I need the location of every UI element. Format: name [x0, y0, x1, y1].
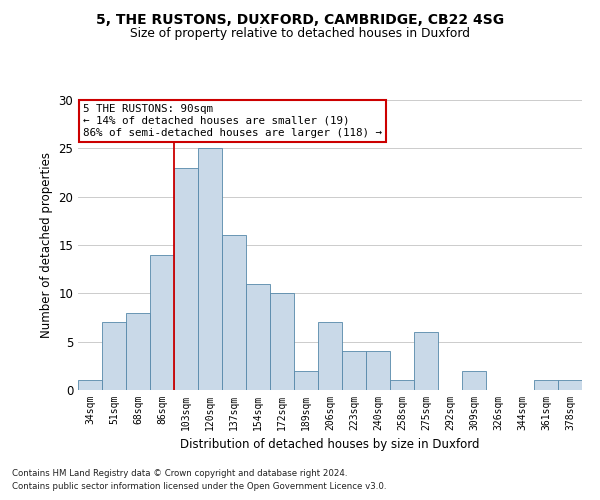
Text: Size of property relative to detached houses in Duxford: Size of property relative to detached ho… [130, 28, 470, 40]
Bar [342, 352, 366, 390]
Bar [174, 168, 198, 390]
Bar [270, 294, 294, 390]
Y-axis label: Number of detached properties: Number of detached properties [40, 152, 53, 338]
Bar [150, 254, 174, 390]
Bar [294, 370, 318, 390]
Text: 5, THE RUSTONS, DUXFORD, CAMBRIDGE, CB22 4SG: 5, THE RUSTONS, DUXFORD, CAMBRIDGE, CB22… [96, 12, 504, 26]
Bar [222, 236, 246, 390]
Text: Contains public sector information licensed under the Open Government Licence v3: Contains public sector information licen… [12, 482, 386, 491]
Bar [318, 322, 342, 390]
Bar [558, 380, 582, 390]
Bar [102, 322, 126, 390]
Text: Contains HM Land Registry data © Crown copyright and database right 2024.: Contains HM Land Registry data © Crown c… [12, 468, 347, 477]
X-axis label: Distribution of detached houses by size in Duxford: Distribution of detached houses by size … [180, 438, 480, 452]
Bar [126, 312, 150, 390]
Bar [534, 380, 558, 390]
Bar [366, 352, 390, 390]
Bar [414, 332, 438, 390]
Bar [198, 148, 222, 390]
Bar [246, 284, 270, 390]
Bar [462, 370, 486, 390]
Text: 5 THE RUSTONS: 90sqm
← 14% of detached houses are smaller (19)
86% of semi-detac: 5 THE RUSTONS: 90sqm ← 14% of detached h… [83, 104, 382, 138]
Bar [390, 380, 414, 390]
Bar [78, 380, 102, 390]
